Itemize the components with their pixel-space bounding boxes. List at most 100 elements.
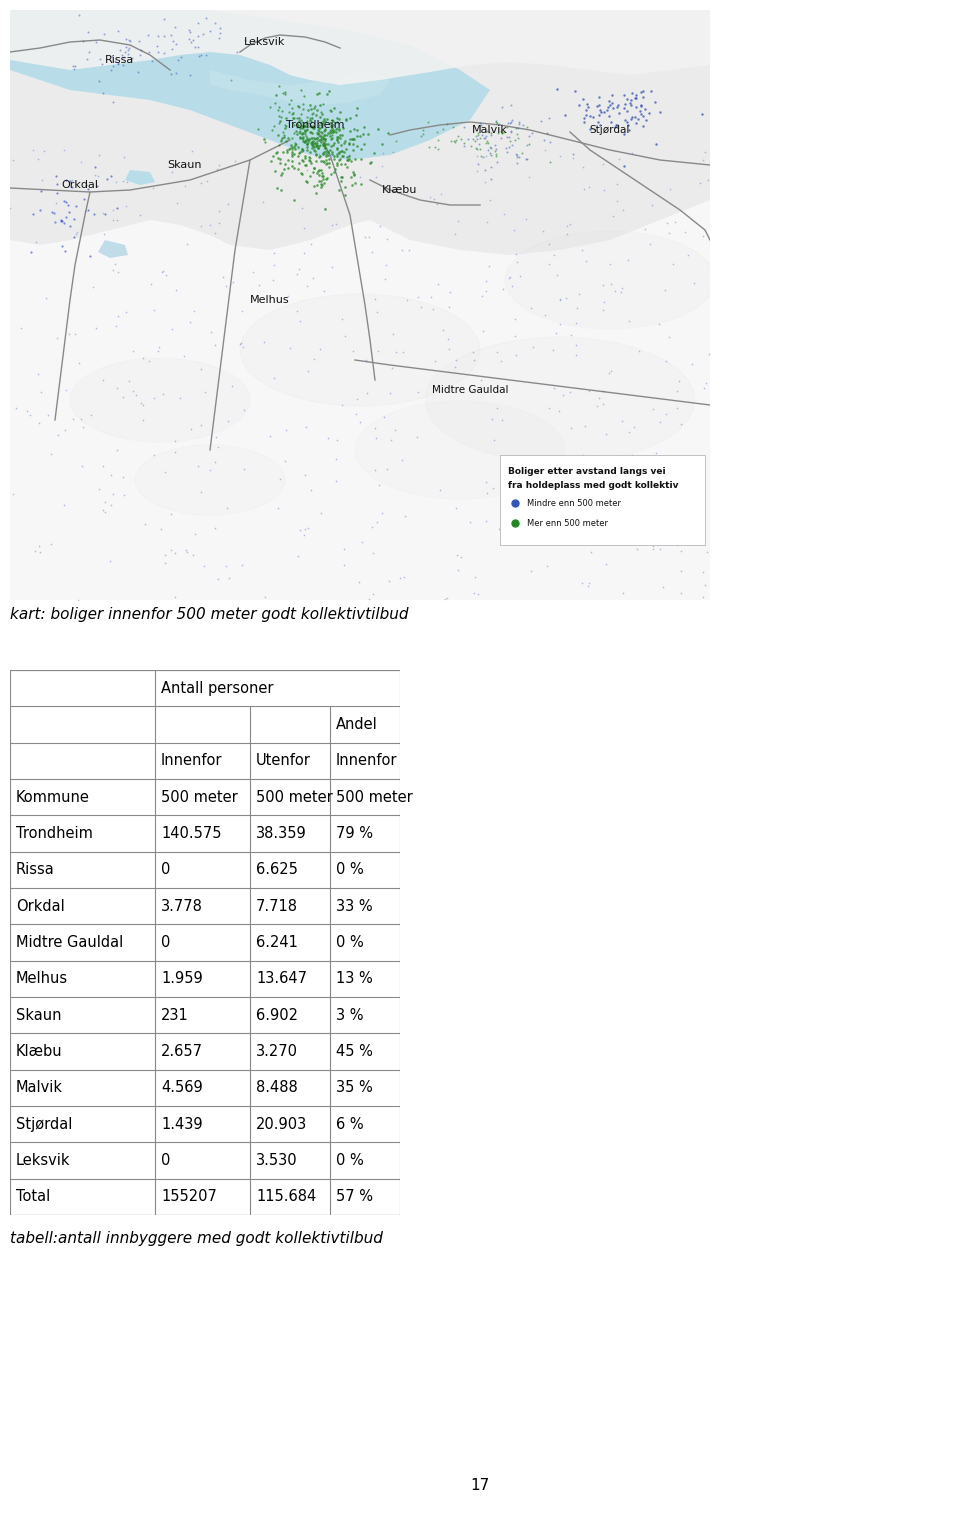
Point: [144, 49, 159, 73]
Point: [266, 268, 281, 292]
Point: [316, 123, 331, 147]
Point: [105, 482, 120, 506]
Point: [342, 144, 357, 169]
Polygon shape: [98, 240, 128, 258]
Point: [479, 482, 494, 506]
Point: [325, 134, 341, 158]
Point: [538, 527, 553, 552]
Point: [312, 144, 327, 169]
Point: [104, 164, 119, 188]
Point: [333, 169, 348, 193]
Point: [156, 8, 172, 32]
Text: 140.575: 140.575: [161, 825, 222, 841]
Text: Malvik: Malvik: [472, 125, 508, 135]
Point: [562, 445, 577, 470]
Point: [310, 122, 325, 146]
Point: [352, 410, 368, 435]
Polygon shape: [240, 293, 480, 406]
Point: [568, 342, 584, 366]
Point: [324, 163, 339, 187]
Point: [685, 271, 701, 295]
Point: [602, 93, 617, 117]
Point: [177, 344, 192, 368]
Point: [285, 140, 300, 164]
Point: [312, 81, 327, 105]
Point: [508, 324, 523, 348]
Point: [319, 149, 334, 173]
Point: [279, 138, 295, 163]
Point: [611, 146, 626, 170]
Point: [480, 210, 495, 234]
Text: Klæbu: Klæbu: [382, 185, 418, 195]
Point: [271, 496, 286, 520]
Point: [337, 182, 352, 207]
Point: [135, 407, 151, 432]
Point: [316, 109, 331, 134]
Point: [276, 120, 291, 144]
Point: [336, 117, 351, 141]
Point: [485, 476, 500, 500]
Point: [336, 553, 351, 578]
Point: [468, 565, 483, 590]
Point: [511, 116, 526, 140]
Point: [284, 154, 300, 178]
Point: [306, 155, 322, 179]
Point: [110, 52, 126, 76]
Point: [512, 111, 527, 135]
Point: [569, 296, 585, 321]
Point: [294, 109, 309, 134]
Point: [416, 117, 431, 141]
Point: [49, 181, 64, 205]
Point: [368, 287, 383, 312]
Point: [299, 274, 314, 298]
Point: [331, 119, 347, 143]
Point: [105, 55, 120, 79]
Point: [328, 470, 344, 494]
Point: [393, 565, 408, 590]
Point: [555, 383, 570, 407]
Point: [167, 439, 182, 464]
Point: [190, 11, 205, 35]
Point: [313, 158, 328, 182]
Point: [359, 380, 374, 404]
Point: [275, 99, 290, 123]
Point: [109, 196, 125, 220]
Point: [353, 147, 369, 172]
Point: [298, 462, 313, 486]
Point: [272, 147, 287, 172]
Point: [103, 464, 118, 488]
Point: [435, 318, 450, 342]
Point: [477, 126, 492, 150]
Point: [621, 119, 636, 143]
Point: [389, 129, 404, 154]
Point: [281, 100, 297, 125]
Point: [38, 286, 54, 310]
Point: [615, 198, 631, 222]
Point: [645, 537, 660, 561]
Point: [636, 85, 651, 109]
Point: [306, 157, 322, 181]
Point: [583, 540, 598, 564]
Point: [280, 155, 296, 179]
Point: [286, 155, 301, 179]
Point: [305, 116, 321, 140]
Point: [420, 109, 436, 134]
Point: [301, 144, 317, 169]
Point: [375, 141, 391, 166]
Point: [344, 149, 359, 173]
Point: [479, 119, 494, 143]
Point: [401, 237, 417, 261]
Point: [256, 126, 272, 150]
Point: [470, 122, 486, 146]
Point: [300, 359, 315, 383]
Point: [343, 119, 358, 143]
Point: [559, 222, 574, 246]
Point: [78, 199, 93, 223]
Point: [604, 359, 619, 383]
Text: 3 %: 3 %: [336, 1008, 364, 1023]
Point: [294, 108, 309, 132]
Point: [510, 143, 525, 167]
Point: [626, 415, 641, 439]
Point: [324, 213, 339, 237]
Point: [563, 474, 578, 499]
